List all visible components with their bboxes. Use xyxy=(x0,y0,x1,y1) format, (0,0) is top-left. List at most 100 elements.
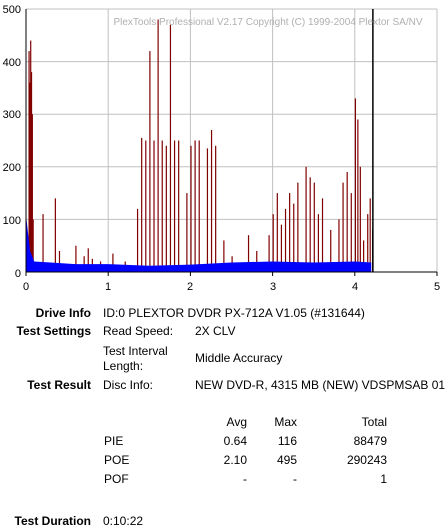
x-tick-0: 0 xyxy=(23,281,29,292)
test-interval-value: Middle Accuracy xyxy=(195,351,283,365)
poe-bar-34 xyxy=(223,240,225,272)
poe-bar-40 xyxy=(276,193,278,272)
poe-bar-24 xyxy=(169,24,172,273)
chart-grid xyxy=(25,8,438,273)
poe-bar-1 xyxy=(29,82,31,272)
poe-bar-39 xyxy=(272,214,274,272)
poe-bar-58 xyxy=(359,166,361,272)
test-settings-label: Test Settings xyxy=(16,324,91,338)
stats-row-poe-name: POE xyxy=(104,453,130,467)
poe-bar-3 xyxy=(30,72,33,273)
y-tick-400: 400 xyxy=(3,57,21,69)
poe-bar-53 xyxy=(342,182,344,272)
chart-watermark: PlexTools Professional V2.17 Copyright (… xyxy=(113,17,422,28)
poe-bar-51 xyxy=(330,229,332,272)
poe-bar-25 xyxy=(173,140,176,272)
x-tick-5: 5 xyxy=(434,281,440,292)
poe-bar-23 xyxy=(165,145,167,272)
stats-header-total: Total xyxy=(361,415,387,429)
disc-info-value: NEW DVD-R, 4315 MB (NEW) VDSPMSAB 01 xyxy=(195,378,445,392)
poe-bar-17 xyxy=(141,137,143,272)
test-duration-value: 0:10:22 xyxy=(103,514,144,528)
poe-bar-61 xyxy=(369,198,371,272)
y-tick-200: 200 xyxy=(3,162,21,174)
pie-area xyxy=(26,214,372,272)
poe-bar-4 xyxy=(31,114,33,272)
poe-bar-0 xyxy=(28,51,30,272)
disc-info-label: Disc Info: xyxy=(103,378,154,392)
y-tick-300: 300 xyxy=(3,109,21,121)
poe-bar-57 xyxy=(357,119,359,273)
error-rate-chart: PlexTools Professional V2.17 Copyright (… xyxy=(3,4,440,292)
poe-bar-46 xyxy=(305,166,307,272)
read-speed-label: Read Speed: xyxy=(103,324,174,338)
poe-bar-30 xyxy=(198,140,200,272)
poe-bar-18 xyxy=(145,140,147,272)
x-tick-4: 4 xyxy=(352,281,358,292)
stats-row-poe-max: 495 xyxy=(276,453,297,467)
drive-info-label: Drive Info xyxy=(35,306,91,320)
stats-row-pie-max: 116 xyxy=(277,434,297,448)
stats-row-pie-avg: 0.64 xyxy=(223,434,247,448)
test-duration-label: Test Duration xyxy=(14,514,91,528)
poe-bar-33 xyxy=(215,145,217,272)
y-tick-100: 100 xyxy=(3,215,21,227)
poe-bar-26 xyxy=(178,140,180,272)
x-tick-2: 2 xyxy=(187,281,193,292)
poe-bar-47 xyxy=(309,177,311,272)
poe-bar-31 xyxy=(206,148,209,272)
poe-bar-59 xyxy=(363,240,365,272)
poe-bar-8 xyxy=(58,250,61,272)
poe-bar-36 xyxy=(247,235,250,272)
poe-bar-14 xyxy=(112,253,114,272)
poe-bar-45 xyxy=(297,182,299,272)
stats-row-pof-total: 1 xyxy=(380,472,387,486)
poe-bar-5 xyxy=(32,219,34,272)
poe-bar-50 xyxy=(321,198,324,272)
stats-header-max: Max xyxy=(274,415,297,429)
poe-bar-16 xyxy=(136,208,139,272)
stats-row-pof-avg: - xyxy=(243,472,247,486)
stats-row-pie-total: 88479 xyxy=(353,434,387,448)
poe-bar-21 xyxy=(157,19,159,272)
poe-bar-22 xyxy=(161,140,163,272)
poe-bar-41 xyxy=(280,224,283,272)
poe-bar-37 xyxy=(256,250,258,272)
poe-bar-54 xyxy=(346,172,348,272)
x-tick-3: 3 xyxy=(270,281,276,292)
read-speed-value: 2X CLV xyxy=(195,324,236,338)
drive-info-value: ID:0 PLEXTOR DVDR PX-712A V1.05 (#131644… xyxy=(103,306,365,320)
poe-bar-2 xyxy=(30,40,32,273)
poe-bar-43 xyxy=(289,193,291,272)
poe-bar-48 xyxy=(313,182,315,272)
stats-row-pof-name: POF xyxy=(104,472,129,486)
poe-bar-49 xyxy=(317,214,320,272)
poe-bar-27 xyxy=(186,193,188,272)
chart-bars xyxy=(26,9,374,273)
test-result-label: Test Result xyxy=(27,378,91,392)
y-tick-labels: 0 100 200 300 400 500 xyxy=(3,4,21,280)
test-interval-label-line1: Test Interval xyxy=(103,344,168,358)
stats-header-avg: Avg xyxy=(226,415,247,429)
x-tick-labels: 0 1 2 3 4 5 xyxy=(23,281,440,292)
poe-bar-42 xyxy=(284,208,287,272)
stats-row-poe-avg: 2.10 xyxy=(223,453,247,467)
y-tick-500: 500 xyxy=(3,4,21,16)
poe-bar-9 xyxy=(75,245,77,272)
poe-bar-38 xyxy=(268,235,270,272)
poe-bar-11 xyxy=(87,248,89,272)
poe-bar-28 xyxy=(190,145,192,272)
chart-axis xyxy=(25,9,438,276)
poe-bar-7 xyxy=(54,198,56,272)
y-tick-0: 0 xyxy=(15,268,21,280)
poe-bar-29 xyxy=(194,140,196,272)
poe-bar-19 xyxy=(149,51,151,272)
test-interval-label-line2: Length: xyxy=(103,359,144,373)
poe-bar-56 xyxy=(354,98,356,272)
poe-bar-32 xyxy=(210,129,213,272)
x-tick-1: 1 xyxy=(105,281,111,292)
poe-bar-20 xyxy=(153,140,155,272)
poe-bar-55 xyxy=(350,193,352,272)
stats-row-pof-max: - xyxy=(293,472,297,486)
stats-row-poe-total: 290243 xyxy=(346,453,387,467)
